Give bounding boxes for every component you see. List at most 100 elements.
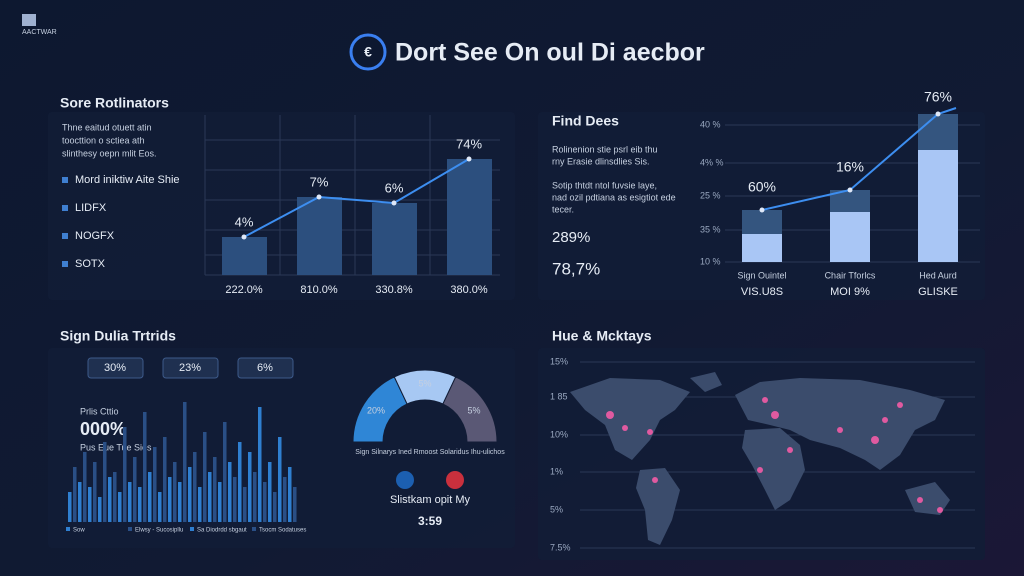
panel-title: Sign Dulia Trtrids — [60, 328, 176, 344]
axis-label: 40 % — [700, 119, 721, 129]
legend-swatch — [62, 233, 68, 239]
bar — [233, 477, 237, 522]
legend-label: SOTX — [75, 258, 106, 270]
bar — [248, 452, 252, 522]
bar — [372, 203, 417, 275]
category-label: 810.0% — [300, 284, 338, 296]
icon — [446, 471, 464, 489]
point — [241, 234, 247, 240]
icon — [396, 471, 414, 489]
category-sublabel: GLISKE — [918, 286, 958, 298]
category-sublabel: VIS.U8S — [741, 286, 783, 298]
bar-segment — [830, 212, 870, 262]
panel-title: Hue & Mcktays — [552, 328, 652, 344]
time: 3:59 — [418, 514, 442, 528]
gauge-label: 5% — [467, 405, 480, 415]
category-label: 330.8% — [375, 284, 413, 296]
bar — [222, 237, 267, 275]
bar — [188, 467, 192, 522]
description: slinthesy oepn mlit Eos. — [62, 148, 157, 158]
point — [391, 200, 397, 206]
gauge-caption: Sign Silnarys Ined Rmoost Solaridus Ihu-… — [355, 449, 505, 456]
category-label: Sign Ouintel — [737, 270, 786, 280]
bar — [93, 462, 97, 522]
bar — [118, 492, 122, 522]
category-sublabel: MOI 9% — [830, 286, 870, 298]
small-caption: Pus Eue Tue Sies — [80, 442, 152, 452]
point — [759, 207, 765, 213]
trend-line — [761, 107, 957, 211]
point-label: 74% — [456, 136, 482, 151]
legend-swatch — [66, 527, 70, 531]
axis-label: 25 % — [700, 190, 721, 200]
legend-label: NOGFX — [75, 230, 115, 242]
bar — [88, 487, 92, 522]
big-stat: 000% — [80, 419, 126, 439]
legend-label: Sow — [73, 528, 85, 534]
legend-swatch — [252, 527, 256, 531]
description: rny Erasie dlinsdlies Sis. — [552, 156, 650, 166]
pill — [162, 357, 219, 379]
bar — [133, 457, 137, 522]
pill — [87, 357, 144, 379]
category-label: Chair Tforlcs — [825, 270, 876, 280]
bar — [68, 492, 72, 522]
point-label: 76% — [924, 89, 952, 105]
brand: AACTWAR — [22, 29, 57, 36]
legend-swatch — [190, 527, 194, 531]
bar — [213, 457, 217, 522]
trend-line — [243, 158, 470, 238]
bar — [258, 407, 262, 522]
bar — [143, 412, 147, 522]
axis-label: 15% — [550, 356, 568, 366]
title-icon — [349, 33, 387, 71]
legend-label: Sa Diodrdd sbgaut — [197, 528, 247, 534]
bar-segment — [742, 210, 782, 234]
bar — [153, 447, 157, 522]
bar — [98, 497, 102, 522]
description: Thne eaitud otuett atin — [62, 122, 152, 132]
panel — [538, 112, 985, 300]
point — [316, 194, 322, 200]
bar — [208, 472, 212, 522]
axis-label: 10 % — [700, 256, 721, 266]
bar — [288, 467, 292, 522]
legend-label: Elwsy - Sucosipllu — [135, 528, 183, 534]
bar-segment — [742, 234, 782, 262]
axis-label: 7.5% — [550, 542, 571, 552]
axis-label: 1 85 — [550, 391, 568, 401]
bar — [293, 487, 297, 522]
pill — [237, 357, 294, 379]
category-label: Hed Aurd — [919, 270, 957, 280]
description: nad ozil pdtiana as esigtiot ede — [552, 192, 676, 202]
bar — [268, 462, 272, 522]
point — [935, 111, 941, 117]
bar — [193, 452, 197, 522]
description: Sotip thtdt ntol fuvsie laye, — [552, 180, 657, 190]
description: tecer. — [552, 204, 574, 214]
bar — [138, 487, 142, 522]
bar-segment — [918, 150, 958, 262]
bar — [178, 482, 182, 522]
category-label: 222.0% — [225, 284, 263, 296]
bar — [113, 472, 117, 522]
point — [847, 187, 853, 193]
bar — [223, 422, 227, 522]
point-label: 7% — [310, 174, 329, 189]
bar — [297, 197, 342, 275]
bar — [163, 437, 167, 522]
world-map — [570, 372, 950, 545]
bar — [168, 477, 172, 522]
page-title: Dort See On oul Di aecbor — [395, 39, 705, 67]
axis-label: 4% % — [700, 157, 724, 167]
stat: 78,7% — [552, 259, 600, 278]
bar — [278, 437, 282, 522]
point-label: 6% — [385, 180, 404, 195]
bar — [273, 492, 277, 522]
legend-swatch — [62, 177, 68, 183]
point-label: 16% — [836, 159, 864, 175]
bar — [158, 492, 162, 522]
axis-label: 1% — [550, 466, 563, 476]
gauge-subtitle: Slistkam opit My — [390, 494, 471, 506]
bar — [263, 482, 267, 522]
